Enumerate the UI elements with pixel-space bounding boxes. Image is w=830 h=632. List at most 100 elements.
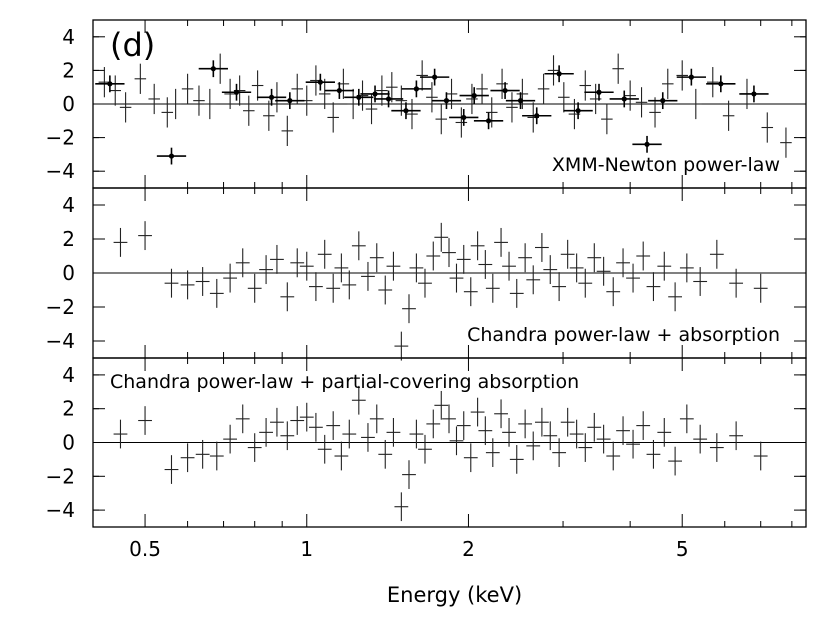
data-marker bbox=[210, 66, 216, 72]
y-tick-label: 4 bbox=[62, 25, 75, 49]
highlighted-data-point bbox=[305, 73, 335, 91]
data-point bbox=[309, 272, 323, 302]
data-point bbox=[558, 82, 570, 113]
data-point bbox=[646, 439, 661, 469]
data-marker bbox=[688, 74, 694, 80]
data-marker bbox=[621, 96, 627, 102]
data-point bbox=[709, 239, 724, 269]
data-point bbox=[402, 460, 416, 489]
highlighted-data-point bbox=[449, 109, 479, 126]
highlighted-data-point bbox=[609, 90, 639, 108]
data-point bbox=[626, 263, 640, 293]
highlighted-data-point bbox=[256, 88, 287, 106]
data-point bbox=[616, 248, 630, 278]
data-marker bbox=[751, 91, 757, 97]
data-point bbox=[195, 439, 210, 469]
data-point bbox=[347, 88, 359, 120]
data-marker bbox=[413, 86, 420, 92]
data-point bbox=[463, 443, 478, 473]
x-tick-label: 2 bbox=[462, 537, 475, 561]
data-point bbox=[442, 238, 456, 268]
data-marker bbox=[336, 87, 342, 94]
data-point bbox=[134, 63, 147, 94]
y-tick-label: −4 bbox=[46, 159, 75, 183]
data-point bbox=[657, 417, 672, 447]
data-point bbox=[449, 426, 464, 456]
data-point bbox=[378, 439, 393, 469]
data-point bbox=[649, 97, 661, 128]
y-tick-label: 4 bbox=[62, 363, 75, 387]
y-tick-label: −4 bbox=[46, 329, 75, 353]
data-point bbox=[537, 73, 550, 104]
data-point bbox=[113, 227, 128, 257]
highlighted-data-point bbox=[221, 83, 252, 101]
data-point bbox=[291, 73, 303, 104]
data-point bbox=[224, 78, 236, 110]
data-point bbox=[509, 278, 524, 308]
data-point bbox=[416, 60, 428, 91]
highlighted-data-point bbox=[739, 85, 769, 103]
data-point bbox=[204, 88, 216, 120]
highlighted-data-point bbox=[632, 135, 662, 153]
data-point bbox=[463, 277, 478, 307]
highlighted-data-point bbox=[324, 82, 354, 99]
data-marker bbox=[287, 98, 293, 104]
data-point bbox=[138, 406, 152, 435]
data-marker bbox=[534, 113, 540, 119]
y-tick-label: −2 bbox=[46, 126, 75, 150]
data-point bbox=[317, 239, 332, 269]
data-point bbox=[386, 251, 401, 281]
data-marker bbox=[317, 79, 323, 85]
data-point bbox=[693, 267, 708, 296]
data-point bbox=[334, 253, 349, 283]
highlighted-data-point bbox=[431, 92, 462, 110]
data-point bbox=[470, 231, 485, 261]
data-point bbox=[113, 419, 128, 449]
data-point bbox=[502, 251, 516, 281]
data-point bbox=[394, 331, 409, 361]
data-point bbox=[369, 404, 384, 434]
data-point bbox=[169, 88, 182, 120]
data-point bbox=[601, 104, 613, 135]
data-point bbox=[496, 68, 508, 99]
data-point bbox=[456, 244, 471, 274]
data-point bbox=[434, 390, 449, 420]
data-point bbox=[543, 421, 558, 451]
highlighted-data-point bbox=[391, 102, 421, 120]
y-tick-label: −2 bbox=[46, 464, 75, 488]
x-tick-label: 5 bbox=[676, 537, 689, 561]
data-point bbox=[552, 438, 567, 468]
data-point bbox=[676, 60, 688, 91]
data-point bbox=[753, 441, 768, 471]
data-marker bbox=[502, 87, 508, 94]
data-point bbox=[406, 98, 418, 130]
panel-chandra-power-law-absorption: 4 2 0 −2 −4 Chandra power-law + absorption bbox=[46, 187, 807, 361]
data-point bbox=[235, 404, 250, 434]
highlighted-data-point bbox=[401, 80, 432, 98]
highlighted-data-point bbox=[344, 88, 374, 106]
data-point bbox=[476, 73, 488, 104]
data-point bbox=[290, 248, 305, 278]
highlighted-data-point bbox=[156, 147, 187, 165]
data-point bbox=[709, 433, 724, 462]
data-point bbox=[109, 75, 121, 106]
data-point bbox=[606, 277, 621, 307]
data-point bbox=[394, 492, 409, 522]
data-point bbox=[259, 255, 273, 285]
data-point bbox=[560, 239, 575, 269]
data-point bbox=[502, 417, 516, 447]
data-point bbox=[280, 421, 295, 451]
data-point bbox=[578, 268, 593, 298]
data-point bbox=[209, 441, 224, 471]
data-point bbox=[138, 221, 152, 251]
data-point bbox=[693, 424, 708, 454]
data-point bbox=[426, 409, 441, 439]
data-point bbox=[761, 112, 774, 143]
highlighted-data-point bbox=[706, 75, 736, 93]
data-point bbox=[569, 253, 584, 283]
data-point bbox=[369, 243, 384, 273]
data-point bbox=[596, 256, 611, 286]
data-point bbox=[148, 83, 160, 115]
data-point bbox=[223, 263, 238, 293]
